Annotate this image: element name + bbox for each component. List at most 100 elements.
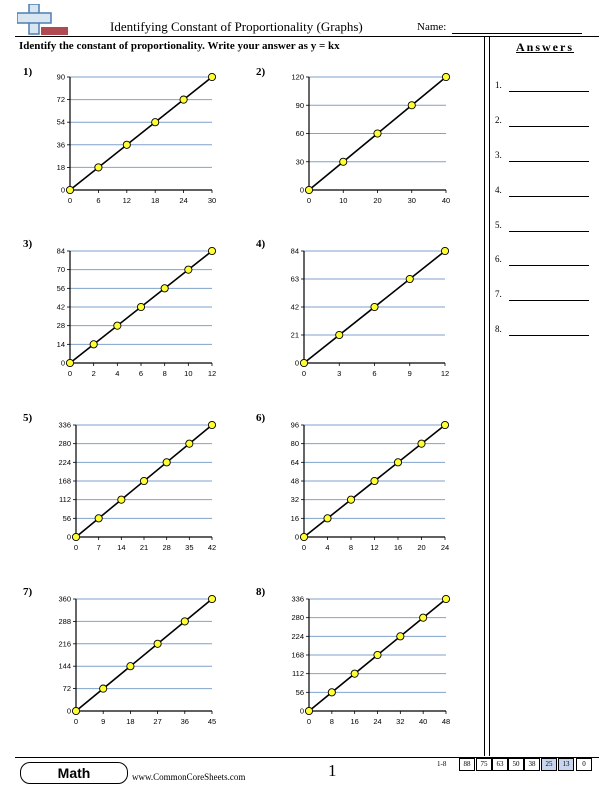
x-tick-label: 18 bbox=[126, 717, 134, 726]
data-point bbox=[71, 532, 81, 542]
x-tick-label: 12 bbox=[441, 369, 449, 378]
x-tick-label: 9 bbox=[101, 717, 105, 726]
problem-number: 2) bbox=[256, 66, 266, 78]
proportionality-graph: 0 18 36 54 72 90 0 6 12 18 24 30 bbox=[57, 73, 217, 206]
score-box: 50 bbox=[508, 758, 524, 771]
data-point bbox=[126, 662, 135, 671]
y-tick-label: 30 bbox=[296, 157, 304, 166]
subject-badge: Math bbox=[20, 762, 128, 784]
data-point bbox=[160, 284, 169, 293]
data-point bbox=[117, 495, 126, 504]
answer-blank[interactable] bbox=[509, 335, 589, 336]
y-tick-label: 56 bbox=[57, 284, 65, 293]
score-box: 75 bbox=[476, 758, 492, 771]
answer-number: 3. bbox=[495, 150, 502, 160]
y-tick-label: 0 bbox=[61, 186, 65, 195]
x-tick-label: 24 bbox=[441, 543, 449, 552]
proportionality-graph: 0 56 112 168 224 280 336 0 8 16 24 32 40 48 bbox=[291, 594, 451, 727]
data-point bbox=[441, 72, 451, 82]
y-tick-label: 72 bbox=[63, 684, 71, 693]
x-tick-label: 48 bbox=[442, 717, 450, 726]
y-tick-label: 14 bbox=[57, 340, 65, 349]
x-tick-label: 10 bbox=[184, 369, 192, 378]
data-point bbox=[370, 476, 379, 486]
data-point bbox=[153, 639, 162, 648]
y-tick-label: 144 bbox=[58, 662, 71, 671]
data-point bbox=[440, 420, 450, 430]
y-tick-label: 84 bbox=[291, 247, 299, 256]
answer-blank[interactable] bbox=[509, 265, 589, 266]
answer-blank[interactable] bbox=[509, 300, 589, 301]
y-tick-label: 280 bbox=[58, 439, 71, 448]
y-tick-label: 280 bbox=[291, 613, 304, 622]
data-point bbox=[207, 246, 217, 256]
data-point bbox=[94, 514, 103, 523]
data-point bbox=[207, 420, 217, 430]
y-tick-label: 56 bbox=[296, 688, 304, 697]
x-tick-label: 28 bbox=[162, 543, 170, 552]
data-point bbox=[151, 118, 160, 127]
data-point bbox=[304, 706, 314, 716]
data-point bbox=[65, 358, 75, 368]
y-tick-label: 0 bbox=[67, 533, 71, 542]
data-point bbox=[299, 532, 309, 542]
data-point bbox=[346, 495, 356, 504]
y-tick-label: 72 bbox=[57, 95, 65, 104]
problem-number: 6) bbox=[256, 412, 266, 424]
series-line bbox=[69, 76, 213, 191]
answers-heading: Answers bbox=[516, 40, 574, 54]
x-tick-label: 0 bbox=[74, 543, 78, 552]
data-point bbox=[417, 439, 426, 448]
data-point bbox=[136, 302, 146, 312]
y-tick-label: 216 bbox=[58, 639, 71, 648]
x-tick-label: 40 bbox=[442, 196, 450, 205]
x-tick-label: 0 bbox=[307, 196, 311, 205]
data-point bbox=[339, 157, 348, 166]
data-point bbox=[122, 140, 131, 149]
x-tick-label: 42 bbox=[208, 543, 216, 552]
name-field[interactable] bbox=[452, 33, 582, 34]
data-point bbox=[370, 302, 379, 312]
x-tick-label: 8 bbox=[163, 369, 167, 378]
x-tick-label: 0 bbox=[302, 369, 306, 378]
answer-row: 4. bbox=[495, 185, 595, 199]
data-point bbox=[89, 340, 98, 349]
y-tick-label: 0 bbox=[67, 707, 71, 716]
instructions: Identify the constant of proportionality… bbox=[19, 40, 340, 52]
y-tick-label: 70 bbox=[57, 265, 65, 274]
score-box: 88 bbox=[459, 758, 475, 771]
x-tick-label: 2 bbox=[92, 369, 96, 378]
answer-blank[interactable] bbox=[509, 126, 589, 127]
answer-blank[interactable] bbox=[509, 196, 589, 197]
data-point bbox=[94, 163, 103, 172]
x-tick-label: 4 bbox=[325, 543, 329, 552]
answer-blank[interactable] bbox=[509, 91, 589, 92]
y-tick-label: 96 bbox=[291, 421, 299, 430]
answer-row: 6. bbox=[495, 254, 595, 268]
y-tick-label: 64 bbox=[291, 458, 299, 467]
answer-blank[interactable] bbox=[509, 161, 589, 162]
score-box: 0 bbox=[576, 758, 592, 771]
x-tick-label: 21 bbox=[140, 543, 148, 552]
data-point bbox=[440, 246, 450, 256]
y-tick-label: 48 bbox=[291, 477, 299, 486]
answer-row: 1. bbox=[495, 80, 595, 94]
answer-blank[interactable] bbox=[509, 231, 589, 232]
x-tick-label: 18 bbox=[151, 196, 159, 205]
proportionality-graph: 0 56 112 168 224 280 336 0 7 14 21 28 35 42 bbox=[58, 420, 217, 553]
data-point bbox=[179, 95, 188, 104]
x-tick-label: 8 bbox=[330, 717, 334, 726]
y-tick-label: 90 bbox=[57, 73, 65, 82]
answer-column-divider bbox=[489, 36, 490, 756]
page-number: 1 bbox=[328, 761, 337, 780]
data-point bbox=[327, 688, 336, 697]
y-tick-label: 0 bbox=[300, 707, 304, 716]
data-point bbox=[441, 594, 451, 604]
x-tick-label: 30 bbox=[408, 196, 416, 205]
y-tick-label: 224 bbox=[58, 458, 71, 467]
problem-number: 7) bbox=[23, 586, 33, 598]
data-point bbox=[407, 101, 416, 110]
score-box: 63 bbox=[492, 758, 508, 771]
y-tick-label: 336 bbox=[291, 595, 304, 604]
